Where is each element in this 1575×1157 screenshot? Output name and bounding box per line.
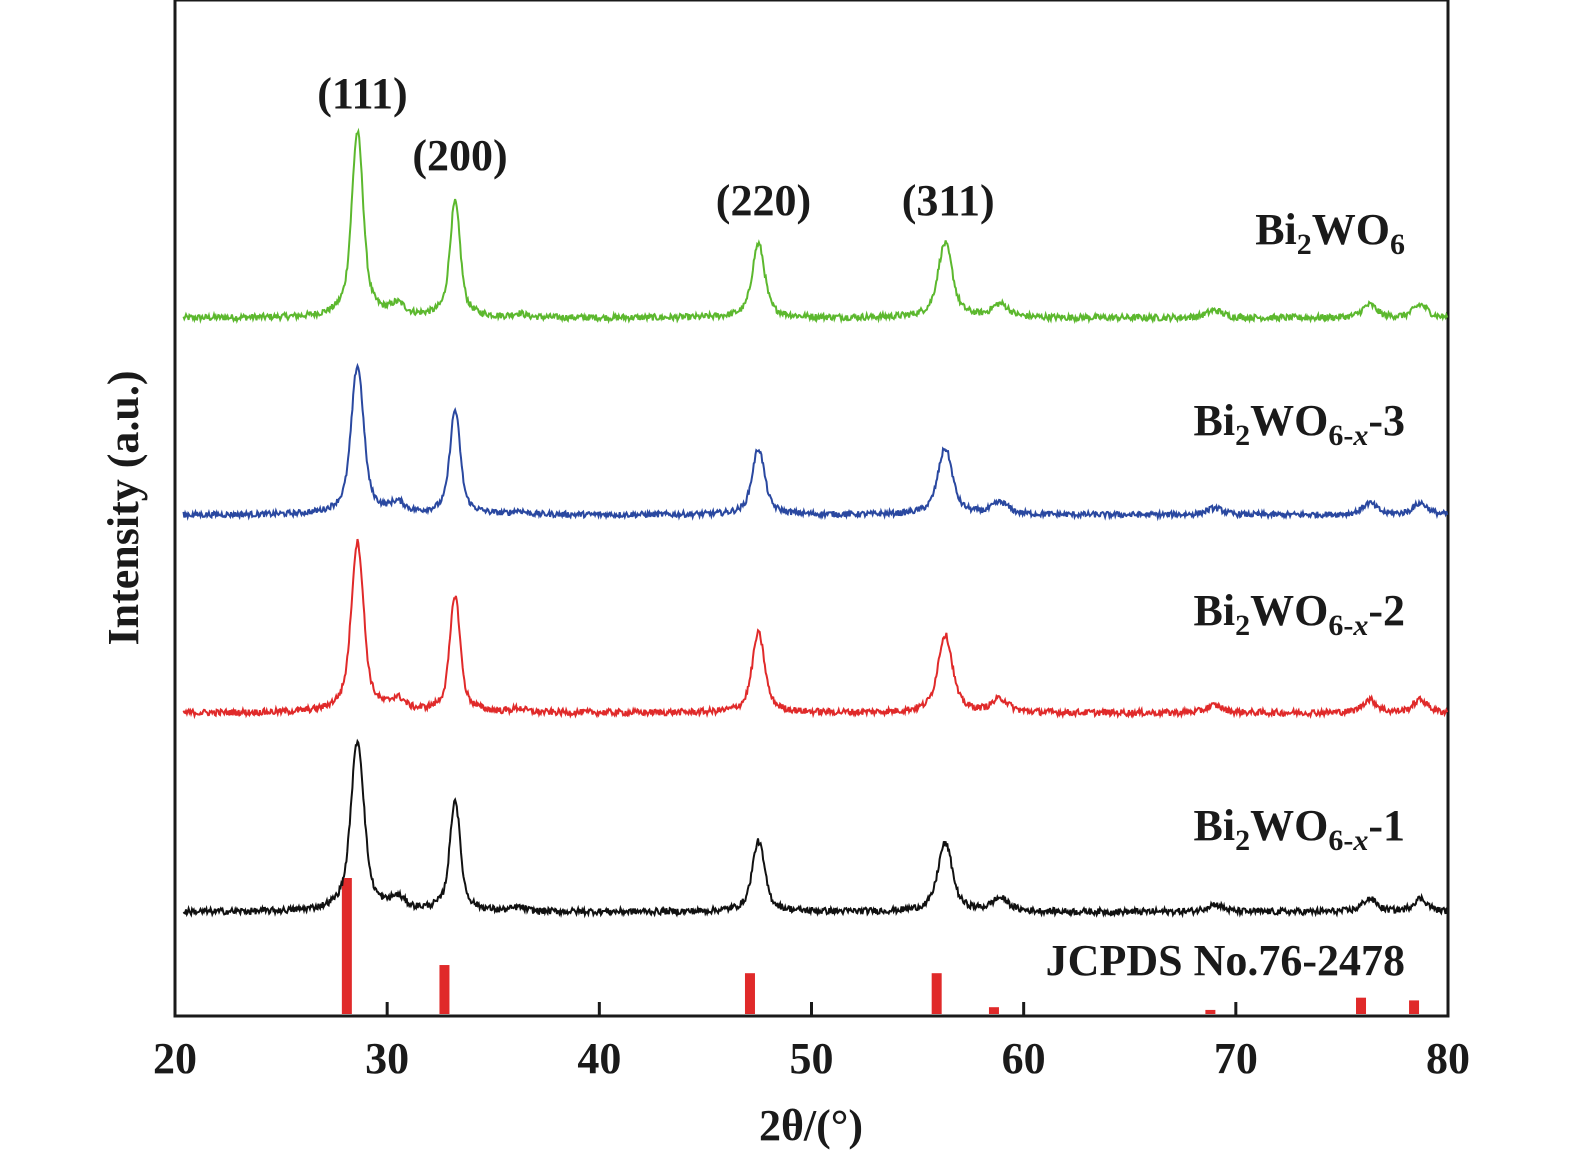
reference-bar-2 bbox=[744, 973, 755, 1014]
peak-annotations: (111)(200) (220) (311) bbox=[317, 69, 994, 225]
reference-bar-3 bbox=[931, 973, 942, 1014]
reference-bar-6 bbox=[1356, 997, 1367, 1014]
reference-label: JCPDS No.76-2478 bbox=[1046, 936, 1405, 985]
x-tick-label-30: 30 bbox=[365, 1034, 409, 1083]
reference-bar-5 bbox=[1205, 1009, 1216, 1014]
x-tick-label-50: 50 bbox=[790, 1034, 834, 1083]
series-line-2 bbox=[182, 538, 1449, 720]
x-tick-label-60: 60 bbox=[1002, 1034, 1046, 1083]
series-label-1: Bi2WO6-x-3 bbox=[1194, 396, 1405, 452]
x-tick-label-20: 20 bbox=[153, 1034, 197, 1083]
x-axis-label: 2θ/(°) bbox=[759, 1101, 863, 1150]
peak-label-3: (311) bbox=[902, 176, 995, 225]
x-tick-label-80: 80 bbox=[1426, 1034, 1470, 1083]
x-tick-label-70: 70 bbox=[1214, 1034, 1258, 1083]
plot-frame bbox=[173, 0, 1450, 1018]
x-tick-label-40: 40 bbox=[577, 1034, 621, 1083]
series-line-3 bbox=[182, 738, 1448, 919]
peak-label-1: (200) bbox=[412, 131, 507, 180]
y-axis-label: Intensity (a.u.) bbox=[99, 370, 148, 645]
series-line-1 bbox=[182, 362, 1449, 522]
peak-label-0: (111) bbox=[317, 69, 407, 118]
reference-bar-4 bbox=[988, 1007, 999, 1014]
xrd-curves bbox=[182, 127, 1449, 919]
series-label-3: Bi2WO6-x-1 bbox=[1194, 801, 1405, 857]
reference-bars bbox=[341, 878, 1420, 1014]
series-label-0: Bi2WO6 bbox=[1255, 205, 1405, 261]
series-line-0 bbox=[182, 127, 1449, 325]
series-label-2: Bi2WO6-x-2 bbox=[1194, 586, 1405, 642]
series-labels: Bi2WO6 Bi2WO6-x-3 Bi2WO6-x-2 Bi2WO6-x-1 bbox=[1194, 205, 1405, 857]
reference-bar-1 bbox=[439, 965, 450, 1014]
reference-bar-0 bbox=[341, 878, 352, 1014]
x-axis-ticks: 20 30 40 50 60 70 80 bbox=[153, 1002, 1470, 1083]
reference-bar-7 bbox=[1409, 1000, 1420, 1014]
peak-label-2: (220) bbox=[716, 176, 811, 225]
